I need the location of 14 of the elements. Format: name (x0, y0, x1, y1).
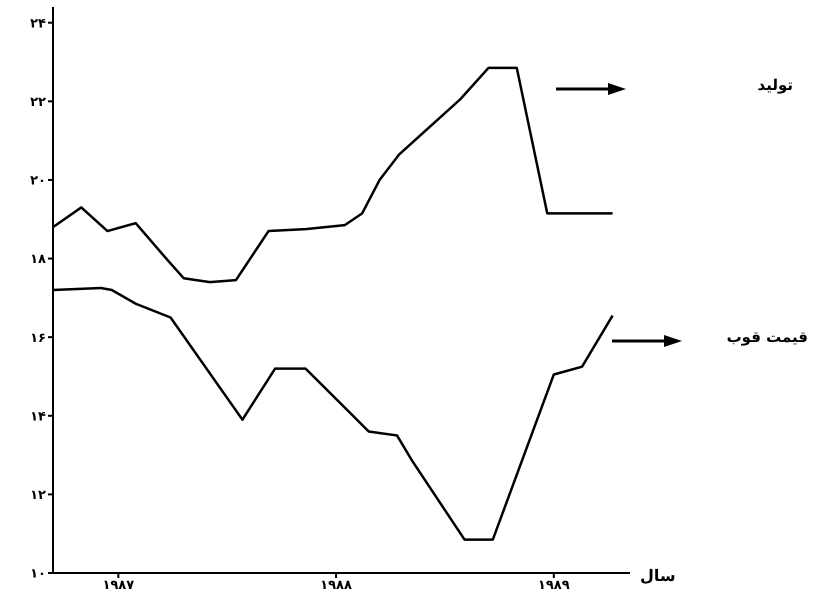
x-axis-title: سال (640, 566, 676, 585)
y-tick-label: ۱۰ (30, 566, 46, 582)
y-tick-label: ۱۲ (30, 488, 46, 504)
y-tick-label: ۱۶ (30, 330, 46, 346)
x-tick-label: ۱۹۸۹ (538, 578, 570, 594)
text: تولید (758, 76, 793, 94)
y-tick-label: ۱۴ (30, 409, 46, 424)
y-tick-label: ۲۲ (30, 94, 46, 110)
text: قیمت قوب (726, 328, 808, 346)
y-tick-label: ۲۴ (30, 16, 46, 32)
y-tick-label: ۱۸ (30, 252, 46, 268)
x-tick-label: ۱۹۸۸ (320, 578, 352, 594)
y-tick-label: ۲۰ (30, 174, 46, 189)
x-tick-label: ۱۹۸۷ (102, 578, 134, 594)
